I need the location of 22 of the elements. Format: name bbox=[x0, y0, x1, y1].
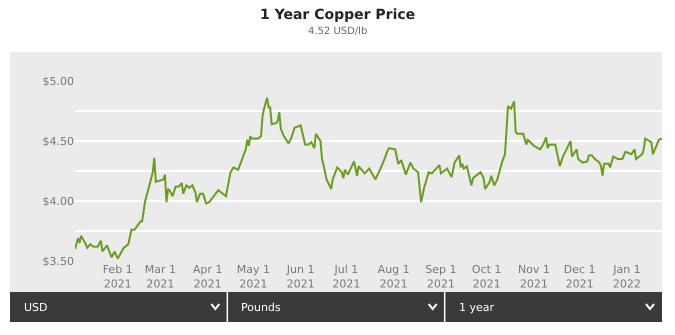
chart-title: 1 Year Copper Price bbox=[260, 7, 416, 23]
x-tick-label: Apr 1 2021 bbox=[192, 263, 222, 290]
chart-subtitle: 4.52 USD/lb bbox=[308, 26, 368, 37]
y-tick-label: $5.00 bbox=[42, 74, 74, 88]
x-tick-label: May 1 2021 bbox=[236, 263, 270, 290]
text: 1 year bbox=[459, 301, 495, 314]
text: Pounds bbox=[241, 301, 281, 314]
y-tick-label: $3.50 bbox=[42, 254, 74, 268]
x-tick-label: Feb 1 2021 bbox=[102, 263, 133, 290]
x-tick-label: Mar 1 2021 bbox=[144, 263, 176, 290]
x-tick-label: Sep 1 2021 bbox=[425, 263, 457, 290]
x-tick-label: Oct 1 2021 bbox=[472, 263, 502, 290]
x-tick-label: Aug 1 2021 bbox=[378, 263, 410, 290]
x-tick-label: Jun 1 2021 bbox=[286, 263, 315, 290]
x-tick-label: Jan 1 2022 bbox=[612, 263, 641, 290]
x-tick-label: Jul 1 2021 bbox=[332, 263, 360, 290]
text: USD bbox=[24, 301, 48, 314]
y-tick-label: $4.00 bbox=[42, 194, 74, 208]
line-series bbox=[75, 96, 662, 260]
y-tick-label: $4.50 bbox=[42, 134, 74, 148]
x-tick-label: Nov 1 2021 bbox=[518, 263, 550, 290]
x-tick-label: Dec 1 2021 bbox=[564, 263, 596, 290]
